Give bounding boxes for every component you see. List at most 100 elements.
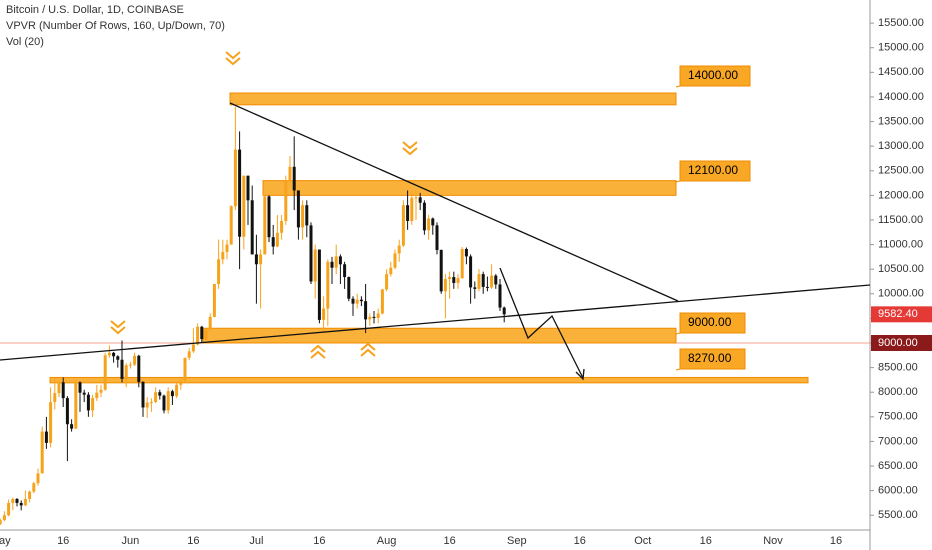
last-price-label-box — [871, 306, 932, 323]
candle-body — [179, 380, 183, 385]
zone-label: 12100.00 — [675, 160, 751, 183]
candle-body — [2, 515, 6, 521]
zone-label: 14000.00 — [675, 65, 751, 88]
candle-body — [32, 483, 36, 492]
candle-body — [133, 355, 137, 365]
candle-body — [355, 299, 359, 304]
candle-body — [460, 249, 464, 279]
candle-body — [376, 313, 380, 318]
chevrons — [110, 51, 418, 359]
y-tick-label: 14000.00 — [878, 91, 924, 103]
candle-body — [61, 382, 65, 399]
candle-body — [200, 326, 204, 340]
candle-body — [49, 402, 53, 443]
candle-body — [410, 197, 414, 221]
y-tick-label: 13000.00 — [878, 140, 924, 152]
chevron-down — [402, 141, 418, 150]
candle-body — [124, 365, 128, 379]
y-tick-label: 8000.00 — [878, 386, 918, 398]
candle-body — [364, 301, 368, 320]
label-box — [679, 160, 751, 182]
chevron-up — [360, 348, 376, 357]
price-axis: 5500.00 6000.00 6500.00 7000.00 7500.00 8000.… — [870, 0, 932, 550]
candle-body — [120, 359, 124, 379]
candle-body — [326, 261, 330, 309]
candle-body — [368, 316, 372, 320]
candle-body — [242, 175, 246, 237]
candle-body — [40, 431, 44, 474]
candle-body — [401, 205, 405, 246]
candle-body — [82, 392, 86, 395]
candle-body — [11, 498, 15, 503]
candle-body — [103, 355, 107, 390]
candle-body — [183, 357, 187, 381]
candle-body — [145, 402, 149, 408]
zone-label: 8270.00 — [675, 348, 746, 371]
candle-body — [107, 352, 111, 356]
candle-body — [91, 398, 95, 411]
candle-body — [225, 244, 229, 252]
candle-body — [7, 502, 11, 516]
candle-body — [263, 196, 267, 255]
x-tick-label: 16 — [574, 535, 586, 547]
zone — [49, 376, 809, 384]
candle-body — [259, 254, 263, 265]
candle-body — [149, 402, 153, 404]
y-tick-label: 13500.00 — [878, 115, 924, 127]
candle-body — [431, 218, 435, 226]
candle-body — [86, 394, 90, 411]
candle-body — [95, 392, 99, 399]
candle-body — [74, 382, 78, 429]
candle-body — [53, 393, 57, 403]
candle-body — [19, 502, 23, 506]
candle-body — [128, 364, 132, 366]
projection-path — [499, 267, 584, 379]
candle-body — [452, 277, 456, 283]
candle-body — [70, 424, 74, 429]
candle-body — [498, 284, 502, 308]
chart-title: Bitcoin / U.S. Dollar, 1D, COINBASE — [6, 4, 184, 16]
x-tick-label: Oct — [634, 535, 651, 547]
candle-body — [187, 351, 191, 358]
candle-body — [162, 395, 166, 411]
candle-body — [175, 384, 179, 397]
candle-body — [343, 264, 347, 278]
candle-body — [338, 256, 342, 265]
candle-body — [494, 275, 498, 285]
x-tick-label: Sep — [507, 535, 527, 547]
y-tick-label: 10000.00 — [878, 288, 924, 300]
label-box — [679, 348, 746, 370]
y-tick-label: 12000.00 — [878, 189, 924, 201]
candle-body — [385, 274, 389, 290]
candle-body — [414, 197, 418, 199]
x-tick-label: May — [0, 535, 11, 547]
zone — [202, 327, 677, 344]
candle-body — [448, 277, 452, 280]
candle-body — [217, 259, 221, 284]
candle-body — [44, 431, 48, 443]
chevron-up — [310, 350, 326, 359]
candle-body — [78, 382, 82, 393]
candle-body — [406, 205, 410, 221]
candle-body — [439, 249, 443, 292]
candle-body — [292, 166, 296, 191]
x-tick-label: Jul — [249, 535, 263, 547]
plot — [0, 92, 870, 526]
x-tick-label: 16 — [313, 535, 325, 547]
candle-body — [380, 289, 384, 314]
candle-body — [99, 389, 103, 393]
zone-label-text: 9000.00 — [688, 315, 732, 329]
y-tick-label: 6000.00 — [878, 485, 918, 497]
candle-body — [267, 196, 271, 238]
candle-body — [250, 200, 254, 255]
candle-body — [397, 245, 401, 254]
last-price-label: 9582.40 — [878, 308, 918, 320]
candle-body — [418, 197, 422, 203]
candle-body — [238, 149, 242, 237]
chevron-up — [310, 344, 326, 353]
zone-label: 9000.00 — [675, 312, 746, 335]
y-tick-label: 7500.00 — [878, 411, 918, 423]
x-tick-label: Jun — [122, 535, 140, 547]
candle-body — [334, 256, 338, 268]
